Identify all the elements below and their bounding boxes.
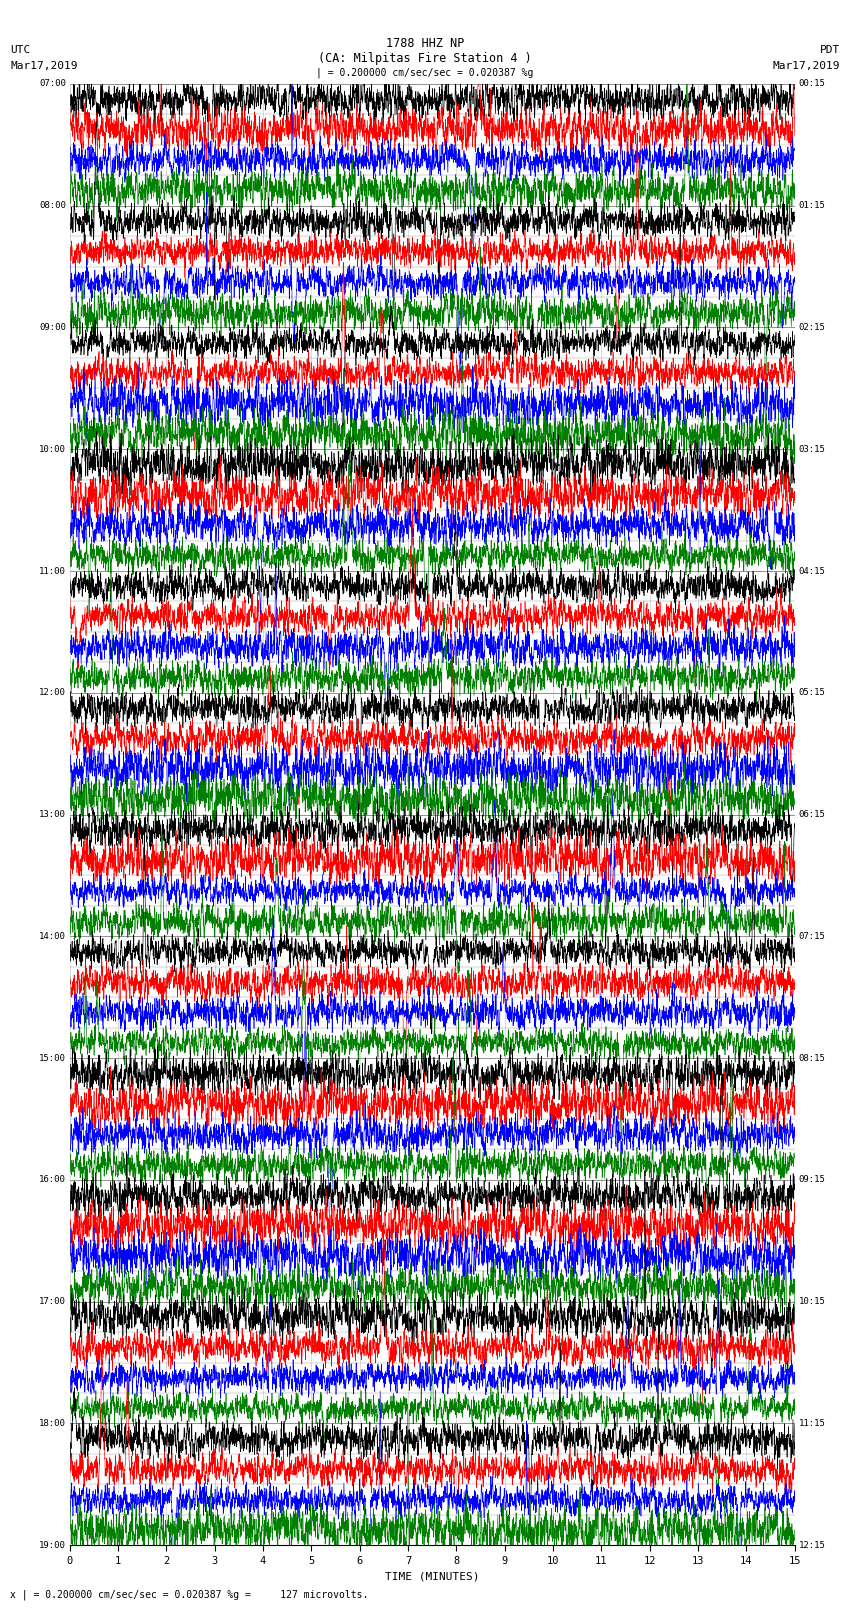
Text: 11:15: 11:15 bbox=[798, 1419, 825, 1428]
Text: 06:15: 06:15 bbox=[798, 810, 825, 819]
Text: 07:15: 07:15 bbox=[798, 932, 825, 940]
Text: 13:00: 13:00 bbox=[39, 810, 66, 819]
Text: 07:00: 07:00 bbox=[39, 79, 66, 89]
Text: UTC: UTC bbox=[10, 45, 31, 55]
Text: 19:00: 19:00 bbox=[39, 1540, 66, 1550]
Text: (CA: Milpitas Fire Station 4 ): (CA: Milpitas Fire Station 4 ) bbox=[318, 52, 532, 65]
Text: 09:00: 09:00 bbox=[39, 323, 66, 332]
Text: 01:15: 01:15 bbox=[798, 202, 825, 210]
Text: 08:15: 08:15 bbox=[798, 1053, 825, 1063]
Text: Mar17,2019: Mar17,2019 bbox=[773, 61, 840, 71]
Text: 00:15: 00:15 bbox=[798, 79, 825, 89]
X-axis label: TIME (MINUTES): TIME (MINUTES) bbox=[385, 1571, 479, 1581]
Text: 11:00: 11:00 bbox=[39, 566, 66, 576]
Text: 03:15: 03:15 bbox=[798, 445, 825, 453]
Text: 18:00: 18:00 bbox=[39, 1419, 66, 1428]
Text: 15:00: 15:00 bbox=[39, 1053, 66, 1063]
Text: x | = 0.200000 cm/sec/sec = 0.020387 %g =     127 microvolts.: x | = 0.200000 cm/sec/sec = 0.020387 %g … bbox=[10, 1589, 369, 1600]
Text: Mar17,2019: Mar17,2019 bbox=[10, 61, 77, 71]
Text: PDT: PDT bbox=[819, 45, 840, 55]
Text: 09:15: 09:15 bbox=[798, 1176, 825, 1184]
Text: 10:15: 10:15 bbox=[798, 1297, 825, 1307]
Text: 14:00: 14:00 bbox=[39, 932, 66, 940]
Text: 08:00: 08:00 bbox=[39, 202, 66, 210]
Text: 04:15: 04:15 bbox=[798, 566, 825, 576]
Text: | = 0.200000 cm/sec/sec = 0.020387 %g: | = 0.200000 cm/sec/sec = 0.020387 %g bbox=[316, 68, 534, 79]
Text: 1788 HHZ NP: 1788 HHZ NP bbox=[386, 37, 464, 50]
Text: 17:00: 17:00 bbox=[39, 1297, 66, 1307]
Text: 02:15: 02:15 bbox=[798, 323, 825, 332]
Text: 05:15: 05:15 bbox=[798, 689, 825, 697]
Text: 12:00: 12:00 bbox=[39, 689, 66, 697]
Text: 12:15: 12:15 bbox=[798, 1540, 825, 1550]
Text: 16:00: 16:00 bbox=[39, 1176, 66, 1184]
Text: 10:00: 10:00 bbox=[39, 445, 66, 453]
